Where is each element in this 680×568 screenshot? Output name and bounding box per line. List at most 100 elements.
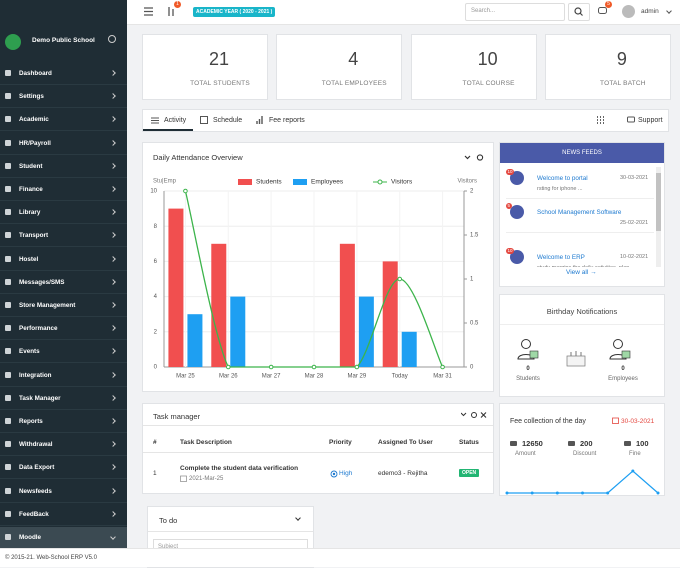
search-button[interactable] <box>568 3 590 21</box>
table-header: Status <box>459 439 479 446</box>
menu-item[interactable]: Student <box>0 156 127 178</box>
menu-item[interactable]: HR/Payroll <box>0 133 127 155</box>
menu-item[interactable]: Finance <box>0 179 127 201</box>
menu-item[interactable]: Performance <box>0 318 127 341</box>
alert-icon[interactable] <box>167 7 176 16</box>
chart-title: Daily Attendance Overview <box>153 153 243 162</box>
trend-point <box>631 469 635 473</box>
bar <box>358 296 374 367</box>
settings-icon[interactable] <box>108 35 116 43</box>
menu-toggle[interactable] <box>144 7 154 16</box>
fee-panel: Fee collection of the day 30-03-2021 126… <box>499 403 665 496</box>
table-header: # <box>153 439 157 446</box>
menu-item[interactable]: Moodle <box>0 527 127 549</box>
news-text: study margins the daily activities, plan <box>537 265 629 267</box>
stat-card[interactable]: 10 TOTAL COURSE <box>410 34 537 100</box>
news-date: 25-02-2021 <box>620 220 649 226</box>
menu-chevron <box>110 464 116 471</box>
todo-chevron[interactable] <box>295 515 301 521</box>
academic-year[interactable]: ACADEMIC YEAR ( 2020 - 2021 ) <box>193 7 276 17</box>
grid-menu[interactable] <box>596 116 605 125</box>
menu-chevron <box>110 534 116 540</box>
priority: High <box>339 470 353 477</box>
task-description[interactable]: Complete the student data verification <box>180 465 299 472</box>
menu-label: Transport <box>19 232 49 240</box>
menu-item[interactable]: Integration <box>0 365 127 387</box>
fee-title: Fee collection of the day <box>510 418 586 425</box>
menu-item[interactable]: Settings <box>0 86 127 109</box>
menu-chevron <box>110 348 116 355</box>
legend-swatch <box>238 179 252 185</box>
stat-label: TOTAL STUDENTS <box>190 80 250 87</box>
menu-label: Hostel <box>19 255 39 263</box>
menu-chevron <box>110 116 116 123</box>
menu-item[interactable]: Messages/SMS <box>0 272 127 294</box>
menu-item[interactable]: Data Export <box>0 457 127 480</box>
todo-title: To do <box>159 516 178 525</box>
menu-item[interactable]: Reports <box>0 411 127 433</box>
sidebar: Demo Public School Dashboard Settings Acad… <box>0 0 127 549</box>
assigned-user: edemo3 - Rejitha <box>378 470 428 477</box>
news-title[interactable]: Welcome to portal <box>537 175 588 182</box>
menu-item[interactable]: Task Manager <box>0 388 127 410</box>
menu-item[interactable]: Hostel <box>0 249 127 271</box>
support-link[interactable]: Support <box>638 117 663 124</box>
menu-label: Performance <box>19 325 58 333</box>
menu-icon <box>5 70 11 76</box>
scrollbar[interactable] <box>656 167 661 267</box>
logo[interactable] <box>5 34 21 50</box>
status-badge[interactable]: OPEN <box>459 469 480 477</box>
news-list: 10 Welcome to portal 30-03-2021 rsting for … <box>500 163 655 267</box>
stat-label: TOTAL EMPLOYEES <box>321 80 387 87</box>
menu-item[interactable]: FeedBack <box>0 504 127 526</box>
refresh-icon[interactable] <box>476 154 484 161</box>
tab[interactable]: Fee reports <box>269 117 305 124</box>
menu-item[interactable]: Events <box>0 341 127 364</box>
menu-item[interactable]: Withdrawal <box>0 434 127 457</box>
search-box[interactable]: Search... <box>465 3 565 21</box>
user-name[interactable]: admin <box>641 8 659 15</box>
visitors-point <box>225 364 231 370</box>
news-title[interactable]: Welcome to ERP <box>537 254 585 261</box>
stat-card[interactable]: 9 TOTAL BATCH <box>544 34 671 100</box>
menu-item[interactable]: Academic <box>0 109 127 132</box>
fee-trend <box>505 469 660 495</box>
menu-icon <box>5 186 11 192</box>
menu-icon <box>5 232 11 239</box>
menu-item[interactable]: Library <box>0 202 127 225</box>
stat-card[interactable]: 21 TOTAL STUDENTS <box>142 34 268 100</box>
trend-line <box>507 470 659 494</box>
menu-icon <box>5 394 11 401</box>
menu-item[interactable]: Newsfeeds <box>0 481 127 503</box>
school-name: Demo Public School <box>32 37 95 44</box>
menu-label: Settings <box>19 93 44 101</box>
menu-icon <box>5 255 11 262</box>
menu-item[interactable]: Dashboard <box>0 63 127 85</box>
collapse-icon[interactable] <box>464 155 471 160</box>
attendance-panel: Daily Attendance Overview Stu|Emp Visito… <box>142 142 494 392</box>
employees-label: Employees <box>608 376 638 382</box>
footer-text: © 2015-21. Web-School ERP V5.0 <box>5 555 97 561</box>
avatar[interactable] <box>622 5 635 18</box>
x-tick-label: Mar 26 <box>219 374 238 380</box>
bar <box>211 243 227 367</box>
x-tick-label: Mar 27 <box>262 374 281 380</box>
menu-icon <box>5 278 11 285</box>
visitors-point <box>268 364 274 370</box>
menu-chevron <box>110 418 116 424</box>
news-title[interactable]: School Management Software <box>537 209 622 216</box>
view-all-link[interactable]: View all → <box>566 269 597 276</box>
message-icon[interactable] <box>598 7 608 16</box>
menu-chevron <box>110 70 116 76</box>
menu-item[interactable]: Store Management <box>0 295 127 317</box>
tab[interactable]: Schedule <box>213 117 243 124</box>
fee-label: Discount <box>573 451 597 457</box>
task-title: Task manager <box>153 412 201 421</box>
y2-axis-label: Visitors <box>457 179 477 185</box>
tab[interactable]: Activity <box>164 117 187 124</box>
menu-label: Dashboard <box>19 70 52 77</box>
task-actions[interactable] <box>461 411 489 419</box>
menu-item[interactable]: Transport <box>0 225 127 248</box>
stat-card[interactable]: 4 TOTAL EMPLOYEES <box>276 34 403 100</box>
